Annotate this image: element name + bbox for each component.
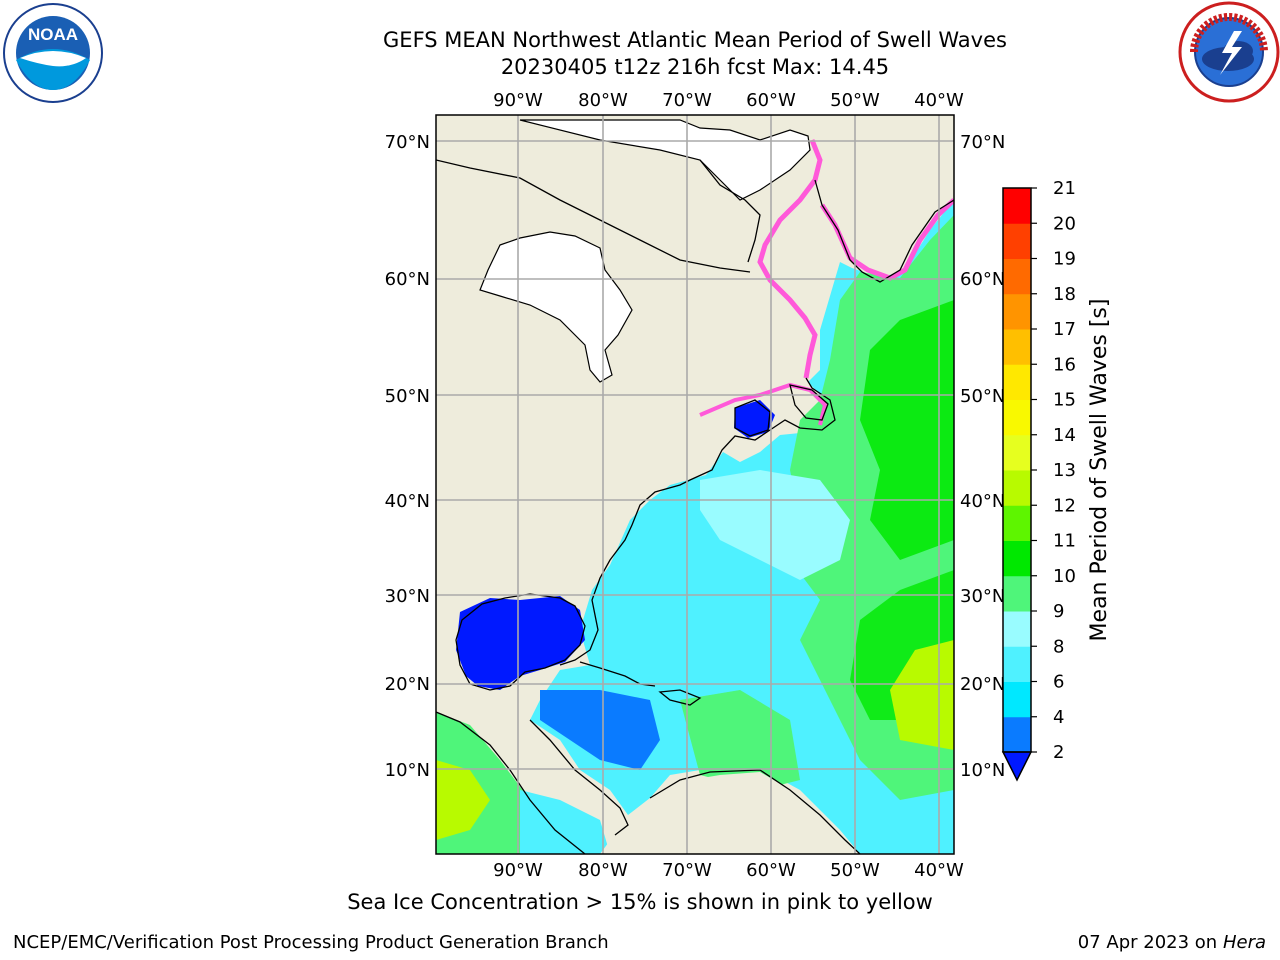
lat-label-left: 70°N <box>385 132 430 153</box>
colorbar-tick-label: 9 <box>1053 601 1064 622</box>
colorbar-tick-label: 16 <box>1053 354 1076 375</box>
map-frame <box>435 114 955 855</box>
lon-label-top: 50°W <box>830 90 880 111</box>
colorbar-tick-label: 13 <box>1053 460 1076 481</box>
lon-label-top: 80°W <box>578 90 628 111</box>
lon-label-top: 60°W <box>746 90 796 111</box>
footer-host: Hera <box>1222 932 1266 953</box>
colorbar-tick-label: 14 <box>1053 425 1076 446</box>
chart-title: GEFS MEAN Northwest Atlantic Mean Period… <box>383 28 1007 52</box>
gridlines <box>436 115 954 854</box>
lat-label-left: 50°N <box>385 386 430 407</box>
colorbar-band <box>1003 681 1031 718</box>
lat-label-left: 10°N <box>385 760 430 781</box>
colorbar-tick-label: 10 <box>1053 566 1076 587</box>
gulf-of-mexico <box>456 596 585 690</box>
lon-label-top: 40°W <box>914 90 964 111</box>
lat-label-right: 70°N <box>960 132 1005 153</box>
lon-label-bottom: 80°W <box>578 860 628 881</box>
lat-label-left: 40°N <box>385 491 430 512</box>
green-swell-caribbean <box>680 690 800 790</box>
arctic-ocean <box>519 119 811 201</box>
coastlines <box>436 159 954 854</box>
colorbar-under-arrow <box>1001 751 1033 782</box>
colorbar-band <box>1003 716 1031 753</box>
lon-label-bottom: 40°W <box>914 860 964 881</box>
footer-date-text: 07 Apr 2023 on <box>1077 932 1223 953</box>
gulf-st-lawrence <box>734 400 775 438</box>
colorbar-band <box>1003 223 1031 259</box>
noaa-logo: NOAA <box>3 3 103 103</box>
lat-label-left: 30°N <box>385 586 430 607</box>
lat-label-right: 10°N <box>960 760 1005 781</box>
colorbar-band <box>1003 434 1031 471</box>
colorbar-tick-label: 2 <box>1053 742 1064 763</box>
pacific-cyan <box>520 790 610 854</box>
colorbar-band <box>1003 258 1031 295</box>
colorbar-tick-label: 18 <box>1053 284 1076 305</box>
colorbar-band <box>1003 540 1031 577</box>
lon-label-bottom: 70°W <box>662 860 712 881</box>
lon-label-top: 70°W <box>662 90 712 111</box>
yellow-swell-patch <box>890 640 954 750</box>
chart-subtitle: 20230405 t12z 216h fcst Max: 14.45 <box>500 55 890 79</box>
lat-label-left: 20°N <box>385 674 430 695</box>
colorbar-label: Mean Period of Swell Waves [s] <box>1087 299 1112 642</box>
lat-label-right: 20°N <box>960 674 1005 695</box>
colorbar-band <box>1003 399 1031 436</box>
colorbar-tick-label: 21 <box>1053 178 1076 199</box>
colorbar-tick-label: 4 <box>1053 707 1064 728</box>
lat-label-left: 60°N <box>385 269 430 290</box>
pacific-yellow <box>436 760 490 840</box>
colorbar-tick-label: 15 <box>1053 390 1076 411</box>
sea-ice-caption: Sea Ice Concentration > 15% is shown in … <box>347 890 933 914</box>
colorbar-band <box>1003 646 1031 682</box>
colorbar-tick-label: 17 <box>1053 319 1076 340</box>
pale-cyan-region <box>700 470 850 580</box>
colorbar-band <box>1003 505 1031 541</box>
lon-label-bottom: 50°W <box>830 860 880 881</box>
colorbar-band <box>1003 329 1031 365</box>
caribbean-blue <box>540 690 660 770</box>
south-america-land <box>600 772 850 854</box>
colorbar-tick-label: 12 <box>1053 495 1076 516</box>
lon-label-bottom: 60°W <box>746 860 796 881</box>
nws-logo <box>1178 1 1280 103</box>
colorbar-tick-label: 11 <box>1053 531 1076 552</box>
green-swell-region-core <box>860 300 954 560</box>
footer-credit: NCEP/EMC/Verification Post Processing Pr… <box>13 932 609 953</box>
colorbar-band <box>1003 611 1031 647</box>
colorbar-band <box>1003 293 1031 330</box>
lat-label-right: 50°N <box>960 386 1005 407</box>
lat-label-right: 60°N <box>960 269 1005 290</box>
colorbar-band <box>1003 575 1031 612</box>
colorbar-band <box>1003 364 1031 400</box>
colorbar <box>1003 188 1031 753</box>
colorbar-tick-label: 6 <box>1053 672 1064 693</box>
footer-date: 07 Apr 2023 on Hera <box>1078 932 1266 953</box>
colorbar-tick-label: 19 <box>1053 249 1076 270</box>
colorbar-tick-label: 20 <box>1053 213 1076 234</box>
colorbar-band <box>1003 188 1031 224</box>
lon-label-bottom: 90°W <box>493 860 543 881</box>
noaa-logo-text: NOAA <box>28 25 78 44</box>
lat-label-right: 30°N <box>960 586 1005 607</box>
lat-label-right: 40°N <box>960 491 1005 512</box>
colorbar-tick-label: 8 <box>1053 636 1064 657</box>
lon-label-top: 90°W <box>493 90 543 111</box>
colorbar-band <box>1003 470 1031 506</box>
